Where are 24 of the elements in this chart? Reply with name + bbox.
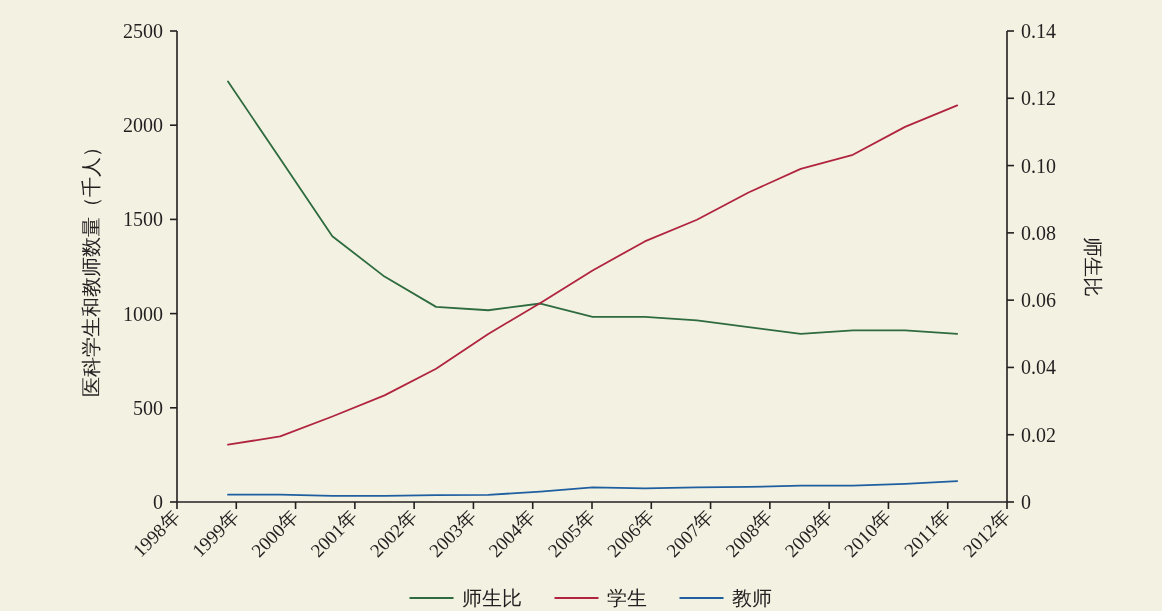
y2-tick-label: 0.04 <box>1021 356 1056 379</box>
y-tick-label: 1000 <box>123 302 163 325</box>
y2-tick-label: 0.10 <box>1021 154 1056 177</box>
legend-label: 教师 <box>731 587 772 609</box>
legend-label: 学生 <box>606 587 647 609</box>
y-tick-label: 500 <box>133 396 163 419</box>
y-tick-label: 0 <box>153 491 163 513</box>
y2-tick-label: 0.06 <box>1021 289 1056 312</box>
x-tick-label: 2011年 <box>899 505 955 561</box>
x-tick-label: 1999年 <box>187 505 244 562</box>
y2-tick-label: 0.14 <box>1021 20 1056 42</box>
y-tick-label: 1500 <box>123 208 163 231</box>
y2-tick-label: 0.12 <box>1021 87 1056 110</box>
y2-tick-label: 0 <box>1021 491 1031 513</box>
y2-tick-label: 0.08 <box>1021 221 1056 244</box>
y-tick-label: 2500 <box>123 20 163 42</box>
line-series <box>227 104 959 446</box>
line-series <box>227 480 959 497</box>
line-series <box>227 80 959 335</box>
y-axis-title: 医科学生和教师数量（千人） <box>80 136 102 397</box>
y-tick-label: 2000 <box>123 114 163 137</box>
legend-label: 师生比 <box>461 587 522 609</box>
y2-tick-label: 0.02 <box>1021 423 1056 446</box>
y2-axis-title: 师生比 <box>1082 236 1104 297</box>
